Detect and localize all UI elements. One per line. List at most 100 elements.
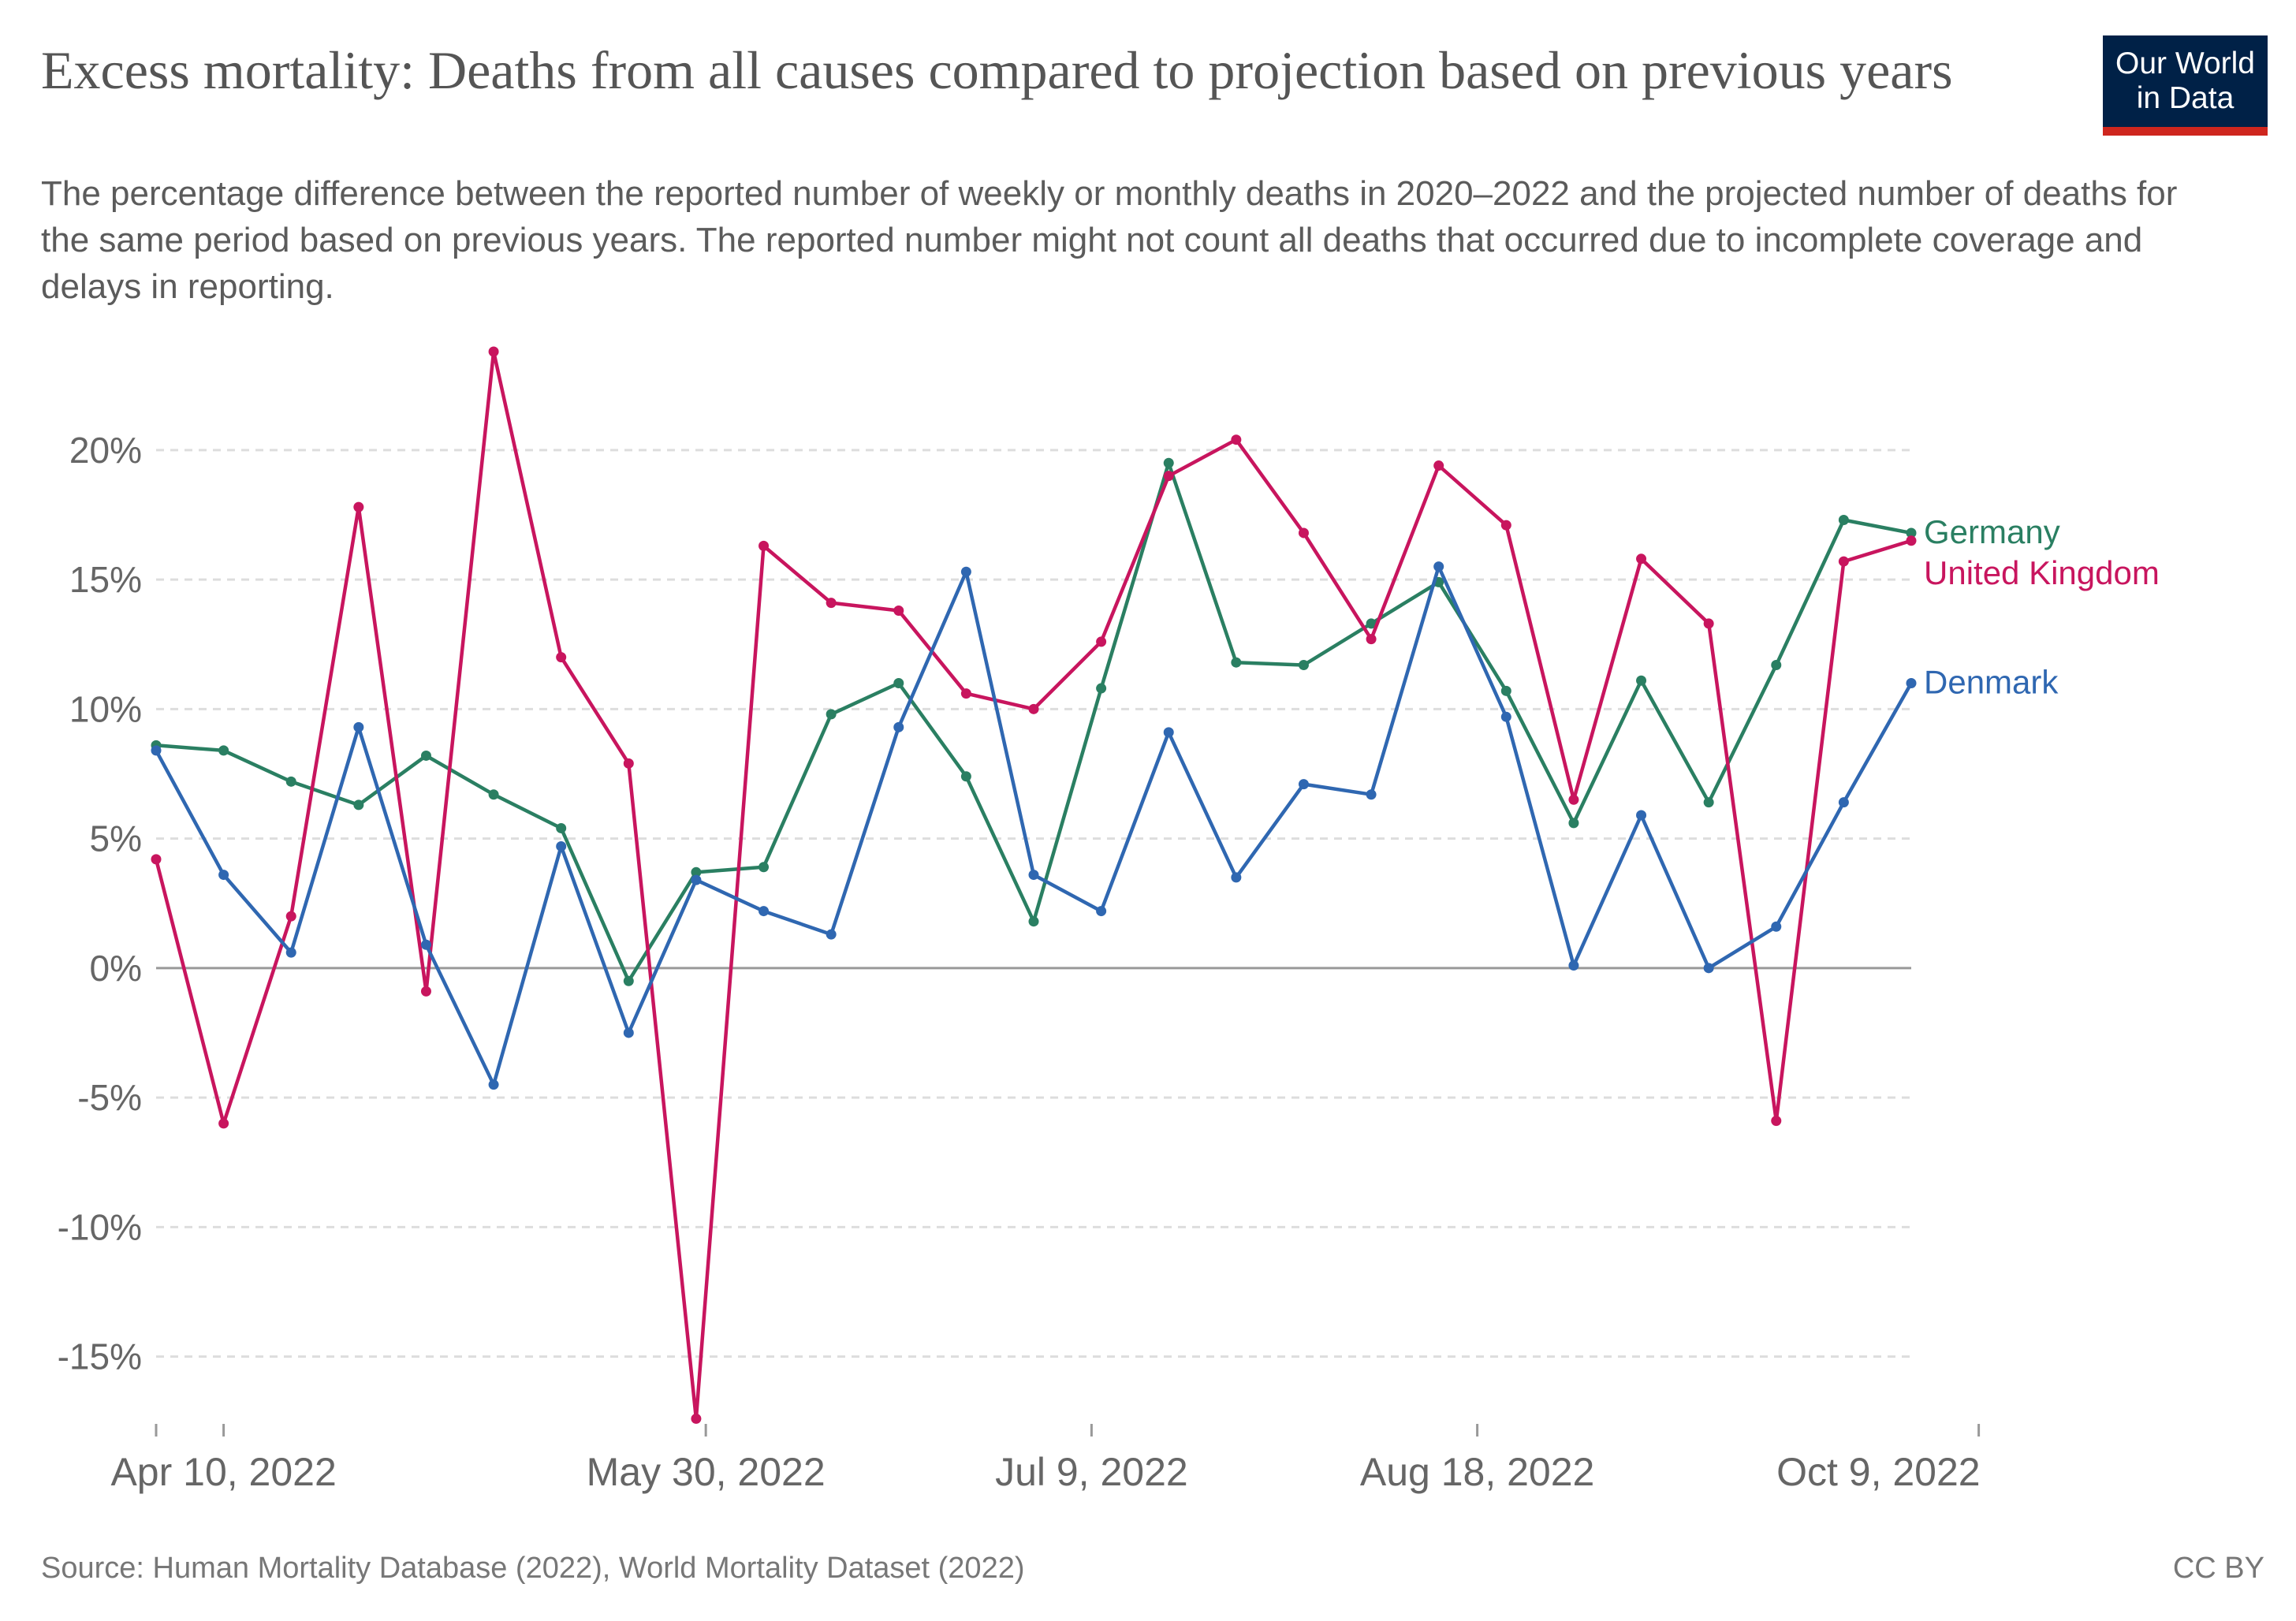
data-point[interactable]: [1231, 657, 1242, 668]
data-point[interactable]: [1028, 916, 1039, 927]
data-point[interactable]: [420, 750, 431, 761]
data-point[interactable]: [1568, 818, 1579, 829]
data-point[interactable]: [151, 745, 162, 756]
data-point[interactable]: [285, 947, 296, 958]
data-point[interactable]: [893, 721, 904, 732]
data-point[interactable]: [1028, 703, 1039, 714]
data-point[interactable]: [1298, 527, 1309, 538]
data-point[interactable]: [1636, 675, 1647, 686]
data-point[interactable]: [1028, 870, 1039, 881]
x-tick-label: Apr 10, 2022: [110, 1450, 336, 1494]
data-point[interactable]: [1906, 535, 1917, 546]
data-point[interactable]: [1433, 460, 1444, 471]
data-point[interactable]: [1163, 471, 1174, 482]
data-point[interactable]: [691, 1413, 702, 1424]
data-point[interactable]: [960, 566, 971, 577]
data-point[interactable]: [1906, 527, 1917, 538]
data-point[interactable]: [353, 501, 364, 512]
data-point[interactable]: [1500, 711, 1511, 722]
series-label-united-kingdom: United Kingdom: [1924, 554, 2160, 591]
data-point[interactable]: [1298, 779, 1309, 790]
data-point[interactable]: [1366, 618, 1377, 629]
y-tick-label: 0%: [90, 948, 142, 989]
data-point[interactable]: [758, 862, 770, 873]
data-point[interactable]: [960, 688, 971, 699]
data-point[interactable]: [1096, 636, 1107, 647]
series-united-kingdom[interactable]: [151, 346, 1917, 1424]
data-point[interactable]: [1838, 556, 1849, 567]
data-point[interactable]: [623, 758, 634, 769]
data-point[interactable]: [691, 874, 702, 885]
data-point[interactable]: [1636, 553, 1647, 565]
data-point[interactable]: [1771, 921, 1782, 932]
data-point[interactable]: [1703, 797, 1714, 808]
data-point[interactable]: [1366, 634, 1377, 645]
data-point[interactable]: [826, 929, 837, 940]
data-point[interactable]: [1096, 906, 1107, 917]
data-point[interactable]: [1500, 685, 1511, 696]
data-point[interactable]: [960, 771, 971, 782]
y-tick-label: 5%: [90, 818, 142, 859]
owid-logo[interactable]: Our World in Data: [2103, 35, 2268, 136]
data-point[interactable]: [1703, 618, 1714, 629]
data-point[interactable]: [556, 652, 567, 663]
data-point[interactable]: [1703, 963, 1714, 974]
chart-subtitle: The percentage difference between the re…: [41, 174, 2178, 306]
data-point[interactable]: [1838, 515, 1849, 526]
data-point[interactable]: [420, 986, 431, 997]
data-point[interactable]: [691, 866, 702, 878]
data-point[interactable]: [826, 598, 837, 609]
data-point[interactable]: [893, 606, 904, 617]
logo-line-1: Our World: [2115, 47, 2255, 80]
data-point[interactable]: [151, 854, 162, 865]
data-point[interactable]: [758, 540, 770, 551]
data-point[interactable]: [1568, 794, 1579, 805]
x-axis: Apr 10, 2022 May 30, 2022 Jul 9, 2022 Aug 1…: [110, 1424, 1981, 1494]
data-point[interactable]: [893, 677, 904, 688]
series-label-denmark: Denmark: [1924, 663, 2059, 700]
data-point[interactable]: [285, 911, 296, 922]
data-point[interactable]: [1096, 683, 1107, 694]
data-point[interactable]: [353, 721, 364, 732]
data-point[interactable]: [1838, 797, 1849, 808]
data-point[interactable]: [1433, 561, 1444, 572]
license-link[interactable]: CC BY: [2172, 1552, 2264, 1585]
data-point[interactable]: [488, 789, 499, 800]
series-line: [154, 349, 1912, 1421]
data-point[interactable]: [1500, 520, 1511, 531]
data-point[interactable]: [758, 906, 770, 917]
y-tick-label: 15%: [69, 559, 142, 600]
data-point[interactable]: [623, 975, 634, 986]
data-point[interactable]: [218, 745, 229, 756]
data-point[interactable]: [1636, 810, 1647, 821]
data-point[interactable]: [556, 840, 567, 851]
logo-line-2: in Data: [2136, 81, 2234, 115]
data-point[interactable]: [1163, 727, 1174, 738]
y-tick-label: -15%: [58, 1336, 142, 1377]
x-tick-label: May 30, 2022: [587, 1450, 826, 1494]
data-point[interactable]: [1771, 659, 1782, 670]
data-point[interactable]: [488, 1079, 499, 1090]
series-line: [155, 565, 1913, 1086]
x-tick-label: Jul 9, 2022: [995, 1450, 1188, 1494]
data-point[interactable]: [420, 939, 431, 950]
data-point[interactable]: [285, 776, 296, 787]
data-point[interactable]: [488, 346, 499, 357]
data-point[interactable]: [218, 1118, 229, 1129]
data-point[interactable]: [1298, 659, 1309, 670]
data-point[interactable]: [623, 1027, 634, 1038]
x-tick-label: Aug 18, 2022: [1360, 1450, 1595, 1494]
data-point[interactable]: [556, 822, 567, 833]
series-line: [155, 461, 1912, 983]
data-point[interactable]: [826, 709, 837, 720]
data-point[interactable]: [1568, 960, 1579, 971]
series-denmark[interactable]: [151, 561, 1917, 1090]
data-point[interactable]: [1231, 872, 1242, 883]
data-point[interactable]: [1231, 434, 1242, 445]
data-point[interactable]: [218, 870, 229, 881]
data-point[interactable]: [1163, 457, 1174, 468]
data-point[interactable]: [353, 799, 364, 810]
data-point[interactable]: [1366, 789, 1377, 800]
data-point[interactable]: [1906, 677, 1917, 688]
data-point[interactable]: [1771, 1116, 1782, 1127]
